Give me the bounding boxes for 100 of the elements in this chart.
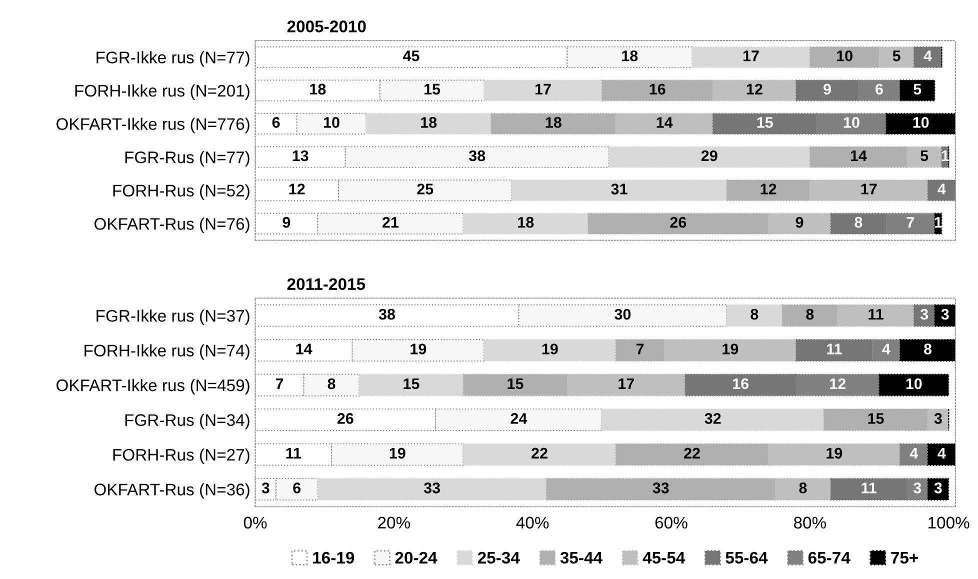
data-label: 22 xyxy=(684,448,700,458)
bar xyxy=(878,46,914,68)
data-label: 19 xyxy=(410,344,426,354)
bar xyxy=(691,46,810,68)
bar xyxy=(768,212,832,235)
data-label: 13 xyxy=(292,150,308,162)
data-label: 26 xyxy=(337,413,354,424)
bar xyxy=(587,212,769,235)
data-label: 1 xyxy=(934,217,942,228)
data-label: 24 xyxy=(510,413,528,424)
chart-title: 2011-2015 xyxy=(287,278,366,290)
legend-label: 55-64 xyxy=(726,552,768,564)
bar xyxy=(886,112,956,135)
data-label: 12 xyxy=(746,84,762,94)
bar xyxy=(490,112,616,135)
bar xyxy=(809,46,880,68)
data-label: 17 xyxy=(618,378,634,389)
bar xyxy=(899,80,936,102)
data-label: 21 xyxy=(382,216,399,228)
data-label: 11 xyxy=(827,344,842,354)
data-label: 3 xyxy=(934,413,942,424)
bar xyxy=(483,80,602,102)
data-label: 38 xyxy=(468,150,486,162)
data-label: 16 xyxy=(733,378,749,390)
data-label: 19 xyxy=(542,344,558,354)
bar xyxy=(934,304,956,327)
data-label: 9 xyxy=(282,216,290,228)
data-label: 7 xyxy=(636,344,644,354)
y-tick-label: OKFART-Ikke rus (N=459) xyxy=(56,378,250,395)
data-label: 15 xyxy=(404,378,420,390)
y-tick-label: FORH-Rus (N=27) xyxy=(113,448,250,464)
bar xyxy=(712,80,797,102)
bar xyxy=(483,338,616,362)
data-label: 19 xyxy=(722,344,738,354)
data-label: 38 xyxy=(378,308,396,320)
y-tick-label: FORH-Ikke rus (N=74) xyxy=(84,344,250,360)
data-label: 4 xyxy=(882,344,890,354)
bar xyxy=(878,374,950,396)
data-label: 14 xyxy=(656,117,673,128)
data-label: 26 xyxy=(670,216,686,228)
bar xyxy=(809,179,928,202)
bar xyxy=(899,338,956,362)
x-tick-label: 0% xyxy=(244,516,267,529)
data-label: 18 xyxy=(421,117,437,128)
data-label: 4 xyxy=(910,448,918,458)
y-tick-label: FGR-Rus (N=77) xyxy=(125,151,250,167)
data-label: 17 xyxy=(535,84,551,94)
data-label: 4 xyxy=(924,50,932,62)
bar xyxy=(726,304,783,327)
data-label: 3 xyxy=(262,482,270,494)
data-label: 10 xyxy=(324,117,340,128)
data-label: 30 xyxy=(614,308,631,320)
data-label: 8 xyxy=(854,216,862,228)
x-tick-label: 40% xyxy=(516,516,549,529)
data-label: 7 xyxy=(276,378,284,389)
bar xyxy=(823,408,928,432)
data-label: 6 xyxy=(293,482,301,494)
bar xyxy=(601,80,714,102)
data-label: 3 xyxy=(934,482,942,494)
data-label: 10 xyxy=(844,117,860,128)
bar xyxy=(768,443,901,466)
bar xyxy=(615,112,714,135)
data-label: 10 xyxy=(906,378,922,390)
x-tick-label: 80% xyxy=(794,516,826,529)
bar xyxy=(462,212,589,235)
bar xyxy=(615,443,769,466)
data-label: 19 xyxy=(826,448,842,459)
bar xyxy=(601,408,824,432)
data-label: 15 xyxy=(508,378,524,390)
bar xyxy=(615,338,665,362)
bar xyxy=(546,478,776,501)
data-label: 4 xyxy=(938,448,946,458)
bar xyxy=(913,304,936,327)
bar xyxy=(774,478,832,501)
data-label: 17 xyxy=(743,50,759,62)
data-label: 7 xyxy=(906,217,914,228)
bar xyxy=(462,374,568,396)
x-tick-label: 20% xyxy=(378,516,410,529)
data-label: 11 xyxy=(286,448,302,458)
bar xyxy=(927,408,950,432)
data-label: 12 xyxy=(760,184,776,194)
bar xyxy=(317,478,548,501)
bar xyxy=(927,443,956,466)
bar xyxy=(906,146,942,168)
data-label: 5 xyxy=(920,150,928,162)
data-label: 8 xyxy=(328,378,336,390)
data-label: 3 xyxy=(941,308,949,320)
bar xyxy=(782,304,838,327)
data-label: 15 xyxy=(424,84,440,95)
data-label: 8 xyxy=(806,308,814,320)
data-label: 12 xyxy=(830,378,846,389)
data-label: 12 xyxy=(289,184,305,194)
data-label: 14 xyxy=(850,150,867,162)
data-label: 15 xyxy=(757,117,773,128)
bar xyxy=(809,146,908,168)
data-label: 25 xyxy=(417,184,434,194)
y-tick-label: FGR-Ikke rus (N=37) xyxy=(96,310,250,326)
data-label: 6 xyxy=(876,84,883,95)
bar xyxy=(899,443,928,466)
data-label: 4 xyxy=(938,184,946,194)
